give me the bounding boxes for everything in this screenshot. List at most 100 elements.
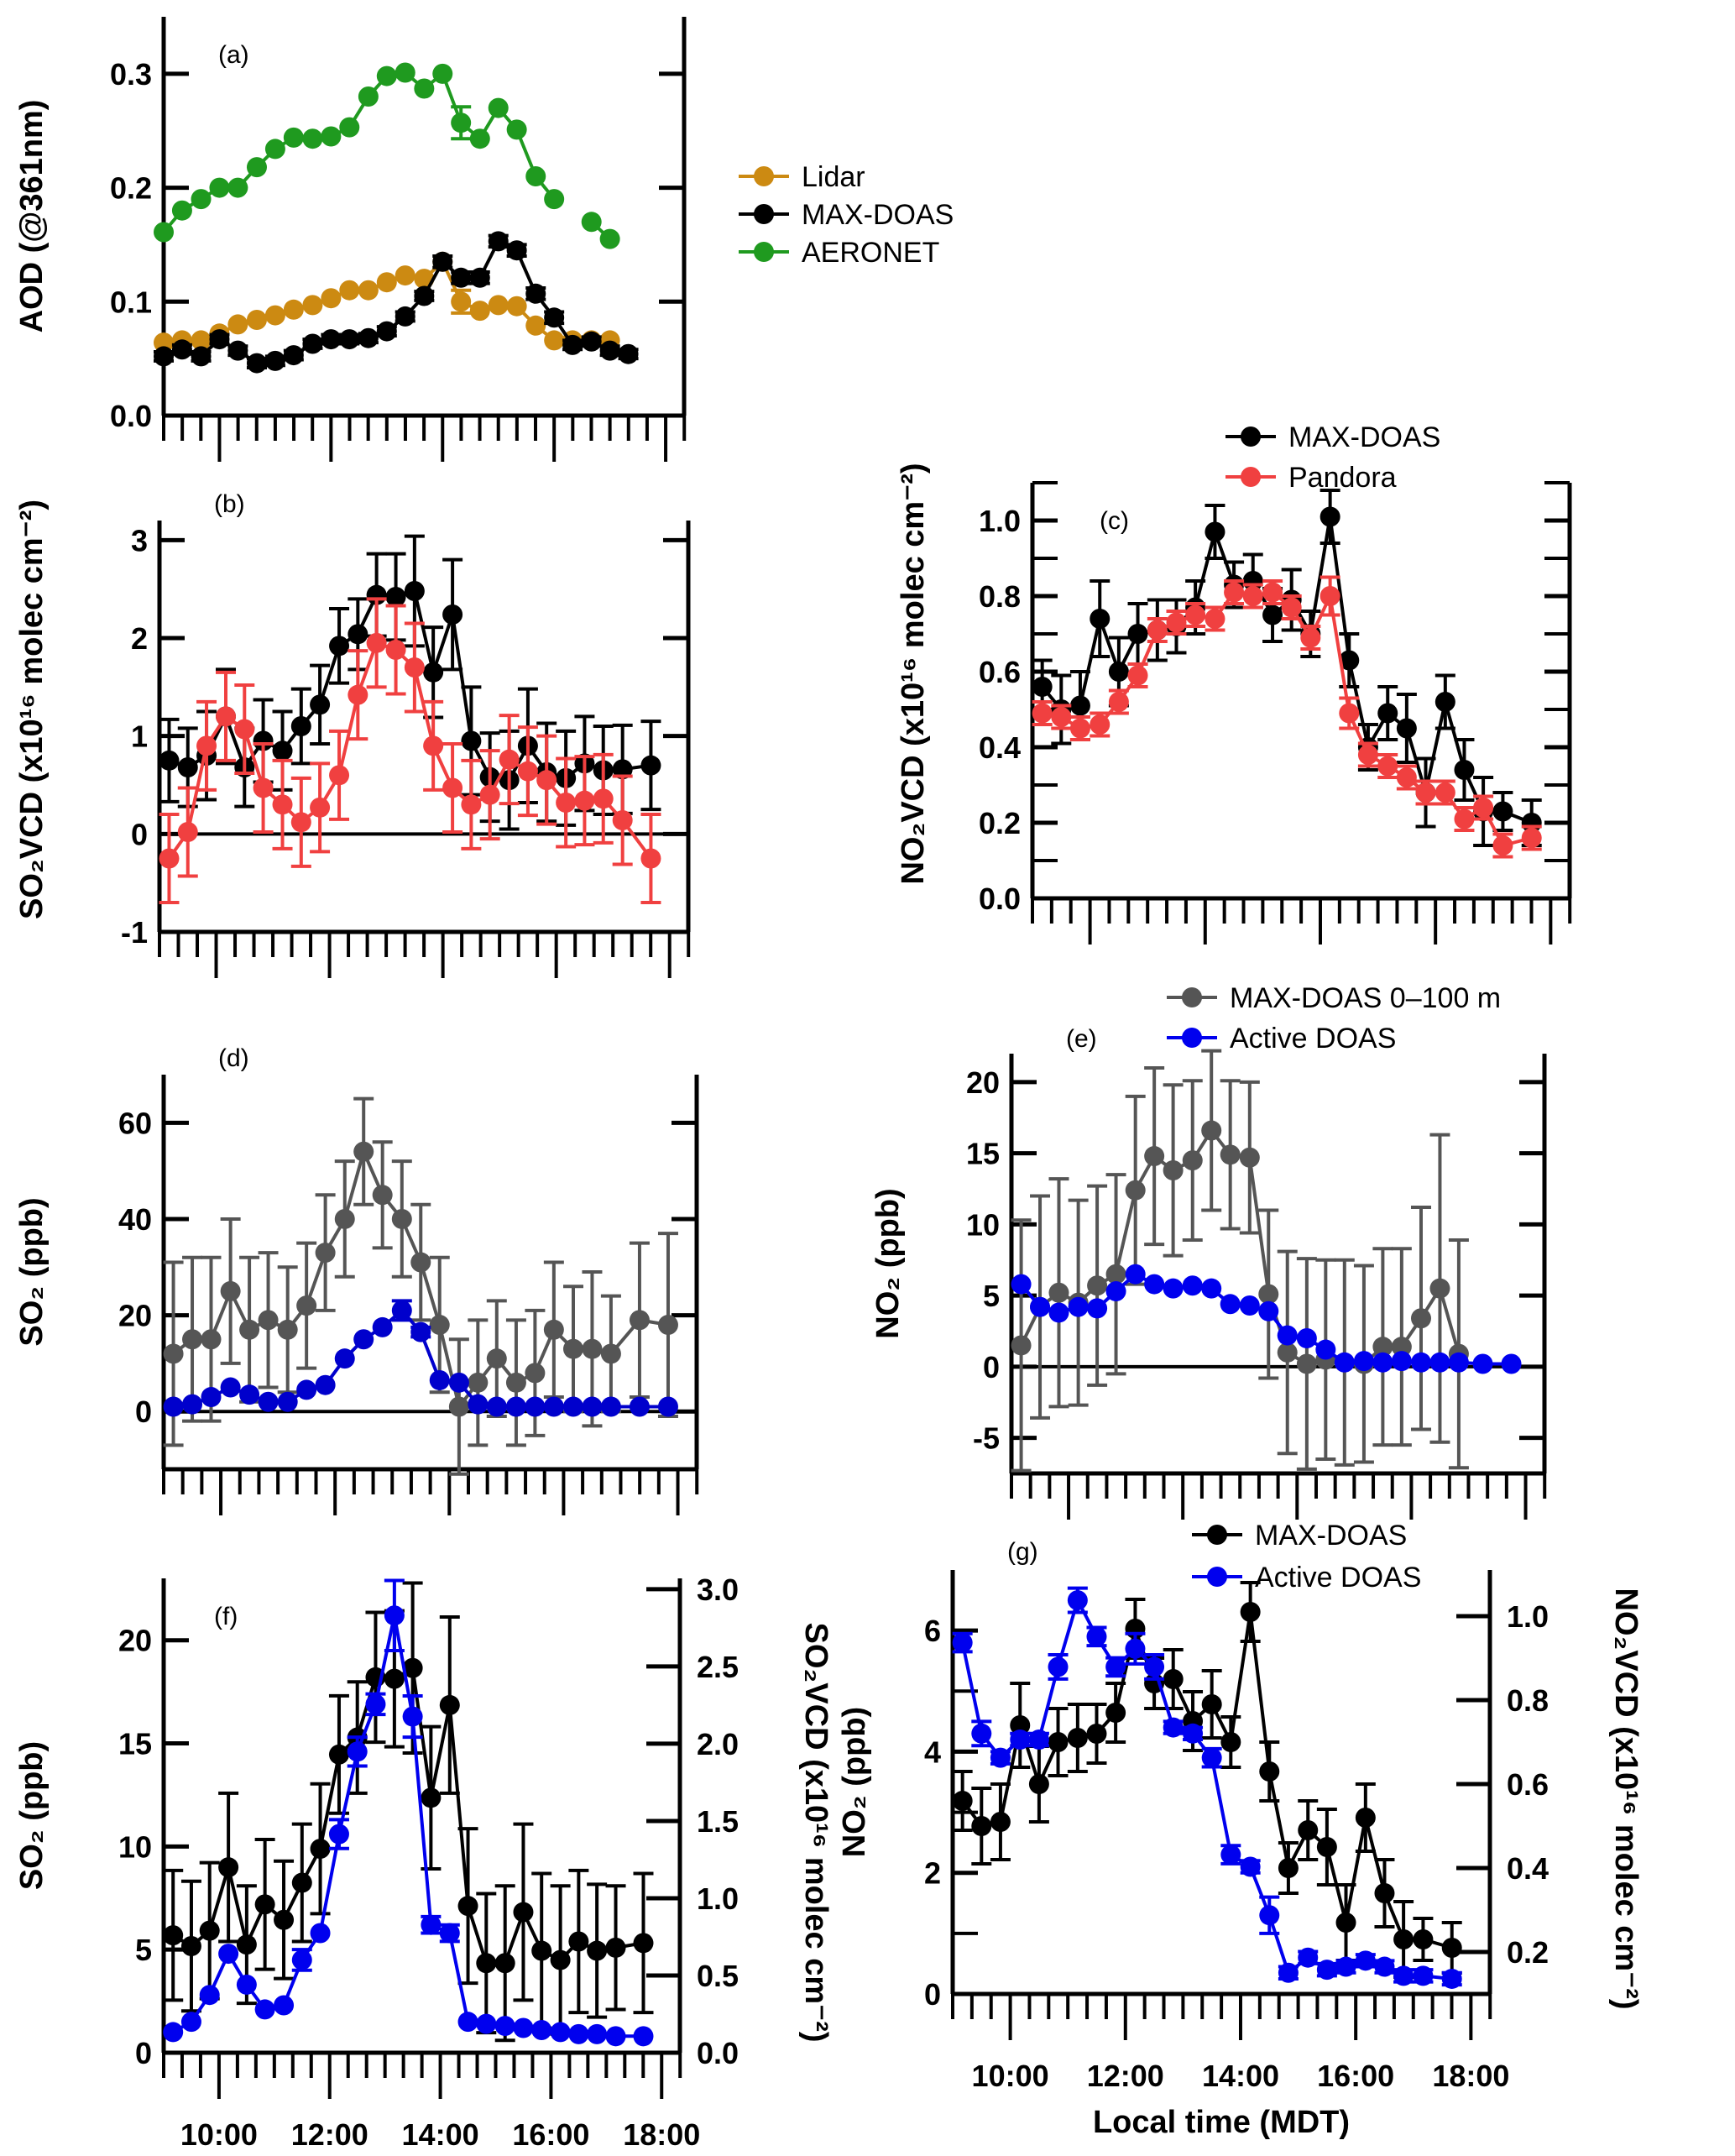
y-tick-label: -5 (973, 1421, 1000, 1456)
data-point (404, 657, 425, 678)
panel-label: (e) (1066, 1025, 1097, 1053)
data-point (1051, 707, 1072, 727)
data-point (1224, 582, 1245, 603)
x-tick-label: 16:00 (512, 2117, 589, 2152)
data-point (1448, 1352, 1469, 1373)
y-tick-label: 1 (131, 720, 148, 754)
data-point (1501, 1353, 1522, 1374)
data-point (442, 777, 463, 798)
data-point (1032, 703, 1053, 724)
y2-tick-label: 0.0 (697, 2036, 739, 2070)
y-tick-label: 2 (924, 1856, 941, 1891)
data-point (177, 757, 198, 777)
data-point (1258, 1300, 1279, 1321)
data-point (329, 765, 350, 786)
data-point (423, 735, 444, 756)
series-max-doas (154, 231, 639, 374)
data-point (1144, 1656, 1165, 1677)
y2-tick-label: 0.4 (1507, 1851, 1549, 1886)
data-point (1240, 1856, 1261, 1877)
y2-tick-label: 0.5 (697, 1959, 739, 1993)
data-point (1377, 756, 1398, 777)
series-active-doas (163, 1299, 678, 1417)
data-point (321, 329, 342, 350)
data-point (246, 353, 267, 374)
data-point (1239, 1295, 1260, 1316)
data-point (525, 315, 546, 336)
data-point (376, 272, 397, 293)
panel-label: (g) (1007, 1538, 1038, 1566)
data-point (505, 1396, 526, 1417)
y-tick-label: 5 (983, 1279, 1000, 1313)
data-point (633, 1933, 654, 1954)
data-point (1163, 1717, 1184, 1738)
data-point (562, 1338, 583, 1359)
data-point (971, 1723, 992, 1744)
data-point (315, 1243, 336, 1264)
x-tick-label: 10:00 (972, 2059, 1049, 2093)
series-aeronet (154, 62, 620, 249)
data-point (633, 2026, 654, 2047)
data-point (1339, 650, 1360, 671)
data-point (310, 797, 331, 818)
data-point (1315, 1339, 1336, 1360)
data-point (290, 812, 311, 833)
data-point (1144, 1274, 1165, 1295)
data-point (429, 1369, 450, 1390)
data-point (296, 1379, 317, 1400)
data-point (506, 240, 527, 261)
data-point (599, 340, 620, 361)
data-point (253, 777, 274, 798)
data-point (191, 330, 212, 351)
data-point (1320, 506, 1340, 527)
data-point (952, 1791, 973, 1811)
data-point (1011, 1274, 1032, 1295)
data-point (1334, 1352, 1355, 1373)
data-point (227, 340, 248, 361)
legend-label: Active DOAS (1230, 1023, 1396, 1054)
data-point (239, 1319, 260, 1340)
data-point (1028, 1730, 1049, 1750)
data-point (1182, 1275, 1203, 1296)
data-point (1087, 1298, 1108, 1319)
data-point (1413, 1929, 1434, 1949)
panel-f: 0 5 10 15 20 0.0 0.5 1.0 1.5 2.0 2.5 3.0 10:00 12:00 1… (14, 1573, 834, 2152)
data-point (283, 127, 304, 148)
data-point (334, 1208, 355, 1229)
data-point (1298, 1947, 1319, 1968)
data-point (1220, 1294, 1241, 1315)
data-point (220, 1377, 241, 1398)
data-point (605, 1937, 626, 1958)
data-point (1185, 604, 1206, 625)
y2-tick-label: 0.2 (1507, 1935, 1549, 1970)
data-point (562, 334, 583, 355)
y-axis-title: SO₂ (ppb) (14, 1741, 50, 1890)
y2-axis-title: NO₂VCD (x10¹⁶ molec cm⁻²) (1608, 1588, 1644, 2009)
data-point (391, 1300, 412, 1321)
data-point (182, 1394, 203, 1415)
data-point (246, 157, 267, 178)
data-point (461, 794, 482, 815)
data-point (1163, 1669, 1184, 1689)
data-point (372, 1185, 393, 1206)
data-point (171, 200, 192, 221)
data-point (543, 1319, 564, 1340)
data-point (291, 1949, 312, 1970)
data-point (1277, 1325, 1298, 1346)
data-point (358, 280, 379, 301)
data-point (1277, 1342, 1298, 1363)
data-point (196, 735, 217, 756)
series-max-doas (1032, 489, 1542, 847)
data-point (536, 770, 557, 791)
data-point (339, 329, 360, 350)
series-pandora (1032, 575, 1542, 859)
data-point (1258, 1284, 1279, 1305)
data-point (1316, 1837, 1337, 1857)
x-tick-label: 10:00 (180, 2117, 258, 2152)
data-point (429, 1315, 450, 1336)
data-point (448, 1396, 469, 1417)
data-point (283, 345, 304, 366)
data-point (421, 1914, 442, 1935)
data-point (1335, 1956, 1356, 1977)
data-point (310, 1923, 331, 1944)
